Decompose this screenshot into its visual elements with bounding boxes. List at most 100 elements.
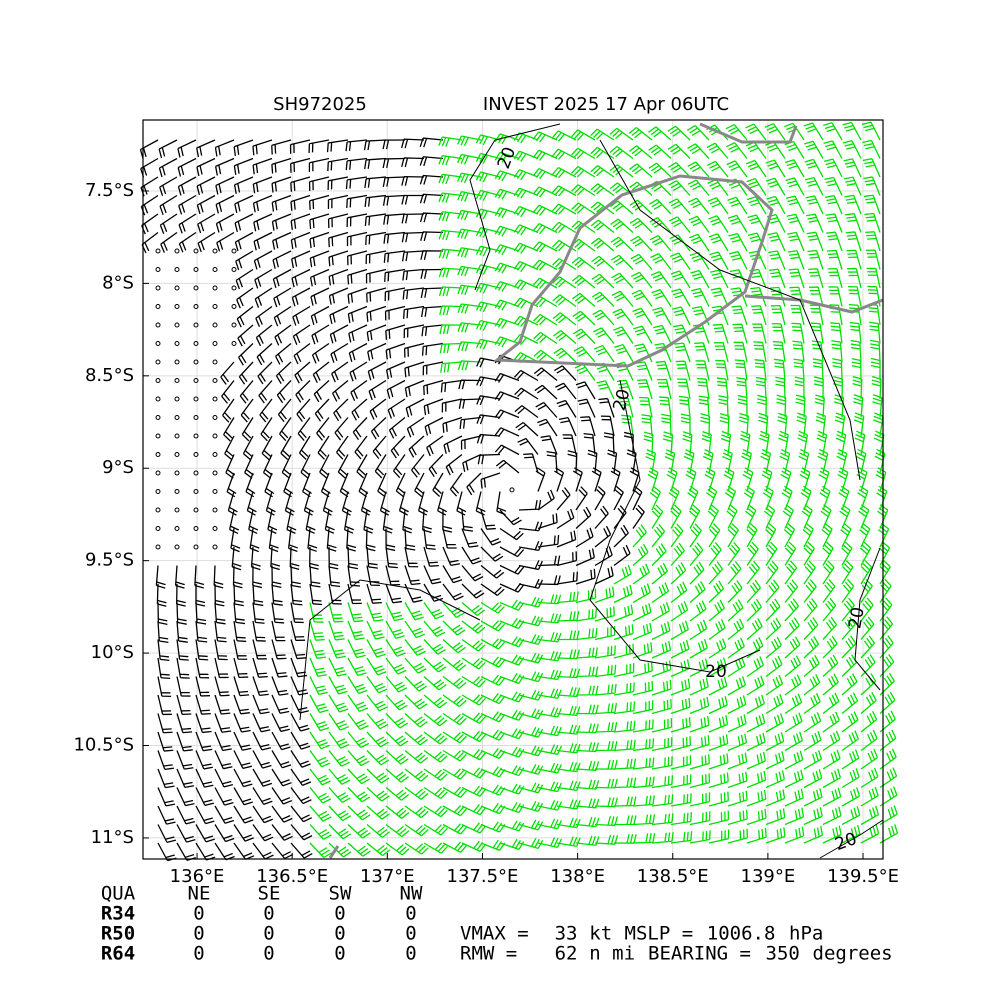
wind-barb	[223, 417, 235, 442]
radius-value: 0	[193, 943, 204, 965]
wind-barb	[632, 504, 645, 529]
wind-barb	[580, 416, 596, 437]
wind-barb	[682, 431, 693, 455]
wind-barb	[374, 454, 387, 479]
wind-barb	[708, 715, 729, 733]
wind-barb	[385, 694, 408, 711]
wind-barb	[667, 161, 691, 178]
calm-marker	[193, 415, 199, 420]
wind-barb	[613, 815, 637, 826]
wind-barb	[802, 522, 814, 548]
wind-barb	[860, 710, 878, 733]
wind-barb	[567, 450, 578, 474]
wind-barb	[594, 703, 618, 715]
wind-barb	[157, 694, 172, 716]
wind-barb	[461, 565, 484, 582]
wind-barb	[820, 504, 832, 529]
wind-barb	[442, 509, 453, 533]
wind-barb	[689, 830, 711, 844]
wind-barb	[635, 361, 653, 381]
coastline	[744, 294, 884, 314]
wind-barb	[727, 560, 742, 585]
wind-barb	[309, 250, 330, 268]
contour-line	[819, 819, 884, 859]
wind-barb	[235, 250, 254, 271]
wind-barb	[570, 129, 596, 141]
wind-barb	[475, 245, 501, 257]
wind-barb	[271, 713, 290, 733]
calm-marker	[193, 489, 199, 494]
wind-barb	[741, 448, 752, 474]
wind-barb	[475, 491, 486, 516]
wind-barb	[613, 604, 634, 622]
wind-barb	[594, 626, 616, 641]
wind-barb	[368, 379, 387, 401]
wind-barb	[823, 122, 843, 141]
wind-barb	[233, 583, 244, 607]
wind-barb	[328, 620, 345, 641]
wind-barb	[327, 194, 349, 210]
wind-barb	[707, 178, 729, 196]
y-tick-label: 8°S	[102, 272, 134, 293]
info-text: 33	[555, 923, 578, 945]
wind-barb	[457, 360, 482, 371]
wind-barb	[765, 560, 779, 585]
wind-barb	[575, 666, 599, 678]
wind-barb	[637, 379, 653, 400]
wind-barb	[765, 713, 784, 733]
wind-barb	[336, 435, 349, 460]
info-text: MSLP =	[625, 923, 694, 945]
y-tick-label: 7.5°S	[85, 180, 134, 201]
wind-barb	[803, 731, 822, 752]
wind-barb	[755, 376, 767, 400]
radius-value: 0	[334, 943, 345, 965]
wind-barb	[475, 152, 501, 164]
wind-barb	[290, 157, 311, 173]
wind-barb	[648, 162, 672, 178]
wind-barb	[575, 548, 595, 567]
wind-barb	[404, 713, 428, 728]
wind-barb	[461, 840, 487, 852]
wind-barb	[594, 778, 618, 789]
wind-barb	[423, 602, 445, 620]
wind-barb	[765, 177, 786, 196]
wind-barb	[791, 322, 805, 344]
wind-barb	[366, 750, 390, 766]
wind-barb	[238, 361, 254, 385]
wind-barb	[494, 409, 520, 420]
wind-barb	[297, 417, 311, 441]
wind-barb	[347, 768, 370, 785]
wind-barb	[461, 638, 486, 652]
wind-barb	[784, 636, 801, 659]
wind-barb	[594, 525, 612, 548]
coastline	[492, 174, 774, 368]
wind-barb	[420, 287, 444, 298]
wind-barb	[727, 695, 747, 715]
wind-barb	[457, 228, 482, 240]
wind-barb	[727, 656, 746, 678]
wind-barb	[309, 231, 330, 249]
wind-barb	[572, 310, 596, 326]
wind-barb	[456, 491, 467, 516]
wind-barb	[233, 639, 248, 660]
wind-barb	[290, 176, 311, 192]
wind-barb	[245, 472, 256, 498]
wind-barb	[233, 750, 253, 770]
wind-barb	[746, 617, 763, 640]
wind-barb	[766, 195, 786, 215]
wind-barb	[575, 835, 600, 846]
wind-barb	[408, 435, 425, 458]
wind-barb	[379, 491, 390, 516]
wind-barb	[404, 694, 428, 710]
wind-barb	[727, 714, 747, 733]
wind-barb	[727, 196, 748, 215]
wind-barb	[233, 824, 254, 842]
wind-barb	[237, 324, 254, 347]
wind-barb	[827, 268, 843, 289]
wind-barb	[366, 805, 390, 820]
wind-barb	[364, 194, 387, 207]
wind-barb	[575, 760, 600, 771]
wind-barb	[312, 361, 330, 383]
wind-barb	[347, 639, 366, 659]
